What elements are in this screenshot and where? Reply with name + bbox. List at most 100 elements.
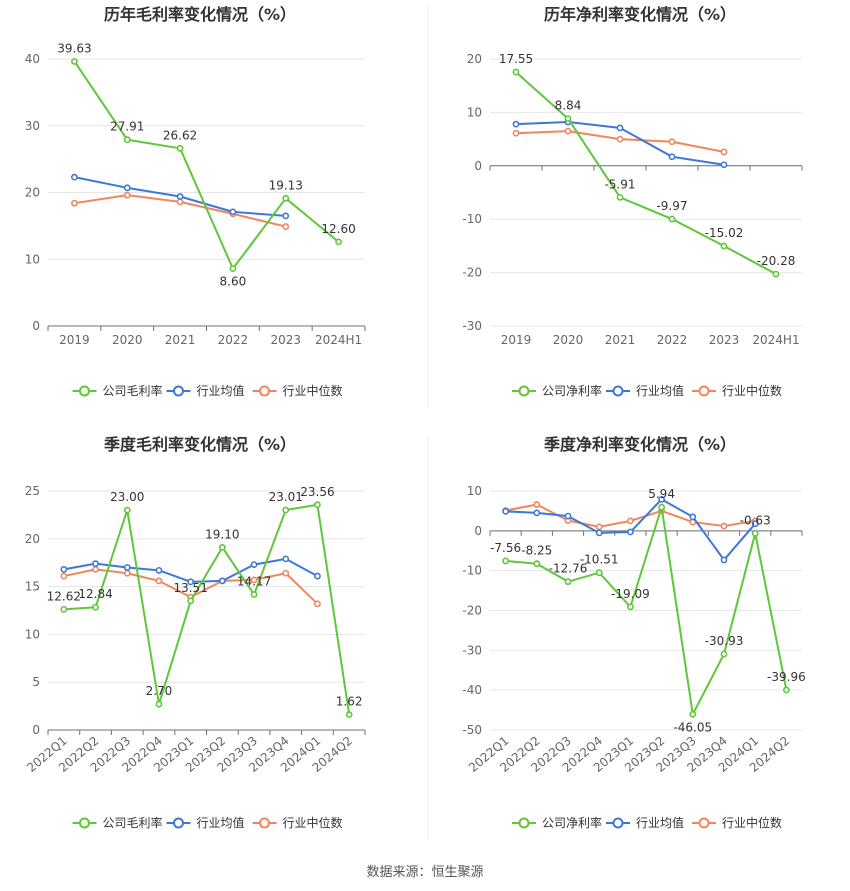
data-label: -30.93 xyxy=(705,634,744,648)
y-tick-label: 0 xyxy=(32,723,40,737)
data-point xyxy=(282,194,290,202)
data-point xyxy=(123,564,131,571)
data-point xyxy=(229,265,237,272)
data-point xyxy=(668,215,676,223)
data-point xyxy=(123,136,131,144)
y-tick-label: -30 xyxy=(462,643,482,657)
data-label: -12.76 xyxy=(549,562,588,576)
x-tick-label: 2020 xyxy=(112,333,143,347)
data-point xyxy=(627,528,634,536)
data-label: 5.94 xyxy=(648,487,675,501)
x-tick-label: 2024H1 xyxy=(752,333,799,347)
data-point xyxy=(282,569,290,577)
data-point xyxy=(282,555,290,563)
y-tick-label: 10 xyxy=(25,252,40,266)
data-point xyxy=(720,556,728,564)
data-label: -39.96 xyxy=(767,670,806,684)
x-tick-label: 2019 xyxy=(59,333,90,347)
y-tick-label: 20 xyxy=(467,52,482,66)
data-label: 19.10 xyxy=(205,527,239,541)
data-point xyxy=(92,565,99,573)
legend-marker xyxy=(173,385,184,397)
legend-label: 行业均值 xyxy=(197,815,245,830)
data-point xyxy=(564,512,572,520)
data-label: 14.17 xyxy=(237,575,271,589)
data-point xyxy=(123,569,131,577)
legend-marker xyxy=(518,385,530,397)
data-label: 23.00 xyxy=(110,490,144,504)
y-tick-label: -50 xyxy=(462,723,482,737)
chart-title: 历年毛利率变化情况（%） xyxy=(104,5,296,24)
data-point xyxy=(668,138,676,146)
data-label: -0.63 xyxy=(740,513,771,527)
data-point xyxy=(176,193,184,200)
data-point xyxy=(335,238,342,246)
chart-panel-2: 历年净利率变化情况（%） -30 -20 -10 0 10 20 2019 2020 2021 20… xyxy=(462,5,803,398)
series-line xyxy=(505,506,788,716)
data-point xyxy=(720,148,728,156)
data-point xyxy=(595,569,603,577)
data-label: 19.13 xyxy=(269,178,303,192)
y-tick-label: -10 xyxy=(462,564,482,578)
data-label: 8.84 xyxy=(555,99,582,113)
data-label: 39.63 xyxy=(57,41,91,55)
data-point xyxy=(314,501,321,509)
data-label: 12.60 xyxy=(321,222,355,236)
data-label: -9.97 xyxy=(656,199,687,213)
data-label: 12.84 xyxy=(78,587,112,601)
legend-label: 公司毛利率 xyxy=(103,815,163,830)
data-point xyxy=(502,557,509,565)
data-point xyxy=(123,184,131,192)
data-point xyxy=(250,591,258,598)
legend-label: 公司净利率 xyxy=(542,383,602,398)
data-point xyxy=(512,129,520,137)
data-label: 13.51 xyxy=(173,581,207,595)
data-point xyxy=(314,600,321,608)
chart-title: 季度净利率变化情况（%） xyxy=(543,435,736,454)
data-label: 12.62 xyxy=(47,589,81,603)
series-line xyxy=(515,71,777,275)
data-label: -7.56 xyxy=(490,541,521,555)
data-point xyxy=(783,686,790,694)
data-point xyxy=(229,208,237,216)
data-point xyxy=(616,193,624,201)
data-point xyxy=(772,270,780,278)
data-point xyxy=(282,223,290,230)
x-tick-label: 2022 xyxy=(657,333,688,347)
y-tick-label: 5 xyxy=(32,675,40,689)
data-point xyxy=(564,578,572,586)
data-point xyxy=(92,560,99,568)
data-point xyxy=(564,115,572,122)
legend-label: 公司净利率 xyxy=(542,815,602,830)
data-point xyxy=(250,561,258,569)
data-point xyxy=(282,506,290,514)
data-label: -46.05 xyxy=(673,720,712,734)
x-tick-label: 2023 xyxy=(709,333,740,347)
legend-marker xyxy=(698,817,710,829)
data-label: 23.56 xyxy=(300,485,334,499)
y-tick-label: -30 xyxy=(462,319,482,333)
legend: 公司毛利率 行业均值 行业中位数 xyxy=(72,815,343,830)
legend-label: 行业中位数 xyxy=(283,383,343,398)
data-label: 2.70 xyxy=(146,684,173,698)
y-tick-label: 10 xyxy=(467,105,482,119)
y-tick-label: 10 xyxy=(25,627,40,641)
y-tick-label: -20 xyxy=(462,604,482,618)
data-point xyxy=(668,153,676,161)
data-label: 27.91 xyxy=(110,120,144,134)
data-point xyxy=(187,597,195,605)
data-point xyxy=(751,520,759,528)
data-point xyxy=(658,503,665,511)
y-tick-label: 25 xyxy=(25,484,40,498)
y-tick-label: 20 xyxy=(25,186,40,200)
data-point xyxy=(155,566,163,574)
data-point xyxy=(60,565,68,573)
chart-title: 历年净利率变化情况（%） xyxy=(544,5,736,24)
y-tick-label: -40 xyxy=(462,683,482,697)
series-line xyxy=(73,60,340,270)
legend-marker xyxy=(173,817,184,829)
legend-label: 行业中位数 xyxy=(283,815,343,830)
legend: 公司净利率 行业均值 行业中位数 xyxy=(512,383,782,398)
legend-marker xyxy=(518,817,530,829)
legend-label: 行业均值 xyxy=(636,383,684,398)
